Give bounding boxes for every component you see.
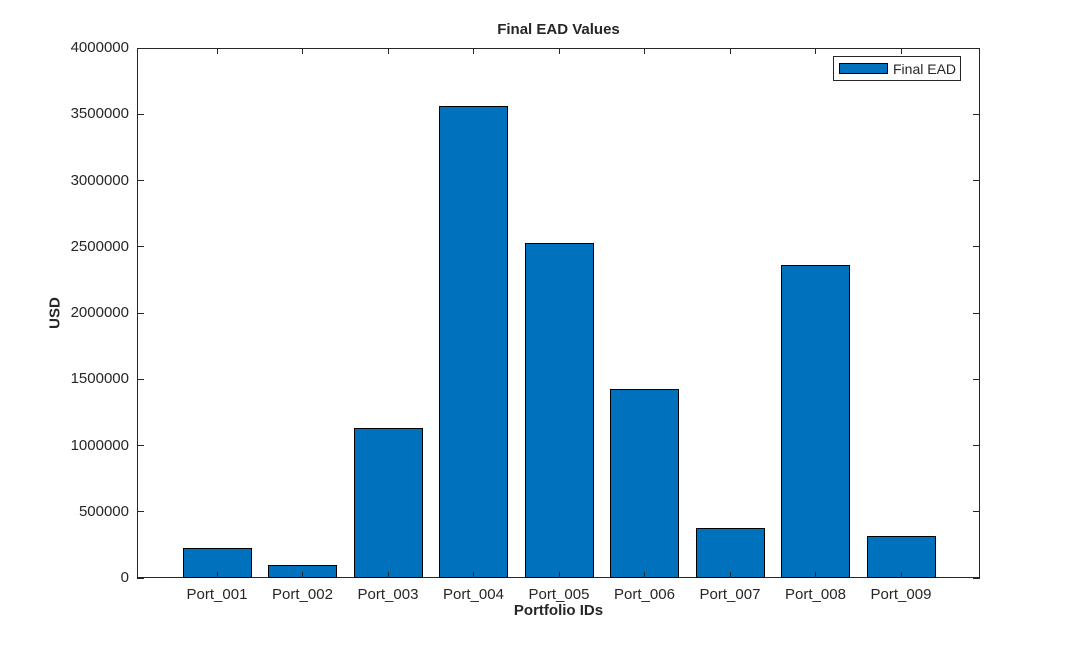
bar-port_005 xyxy=(524,243,594,578)
y-tick-label: 3000000 xyxy=(70,171,129,189)
y-tick-label: 0 xyxy=(120,569,129,586)
y-tick-right xyxy=(973,180,980,181)
y-tick-label: 1500000 xyxy=(70,370,129,388)
bar-port_007 xyxy=(695,528,765,578)
y-tick-left xyxy=(137,312,144,314)
legend: Final EAD xyxy=(833,56,961,81)
y-tick-label: 500000 xyxy=(78,502,129,520)
x-tick-top xyxy=(644,48,645,54)
y-tick-left xyxy=(137,113,144,115)
x-tick-bottom xyxy=(302,572,303,578)
x-tick-label: Port_004 xyxy=(443,586,504,603)
bar-port_006 xyxy=(610,389,679,578)
x-tick-top xyxy=(900,48,902,54)
x-tick-label: Port_006 xyxy=(614,586,675,603)
x-tick-label: Port_008 xyxy=(785,586,846,603)
x-tick-top xyxy=(815,48,816,54)
y-tick-label: 4000000 xyxy=(70,39,129,56)
x-tick-bottom xyxy=(473,572,474,578)
bar-port_004 xyxy=(439,106,508,578)
x-tick-label: Port_002 xyxy=(272,586,333,603)
y-tick-label: 3500000 xyxy=(70,105,129,123)
x-tick-top xyxy=(387,48,389,54)
y-tick-right xyxy=(973,577,980,579)
bar-port_008 xyxy=(781,265,850,578)
x-tick-bottom xyxy=(900,572,902,578)
x-tick-bottom xyxy=(815,572,816,578)
x-tick-top xyxy=(729,48,731,54)
bar-port_003 xyxy=(353,428,423,578)
x-tick-bottom xyxy=(729,572,731,578)
y-tick-right xyxy=(973,47,980,49)
legend-entry-final-ead: Final EAD xyxy=(893,60,957,77)
y-tick-left xyxy=(137,180,144,181)
y-tick-left xyxy=(137,378,144,380)
x-tick-top xyxy=(216,48,218,54)
y-tick-right xyxy=(973,378,980,380)
x-tick-top xyxy=(558,48,560,54)
x-tick-label: Port_003 xyxy=(357,586,419,603)
x-tick-bottom xyxy=(216,572,218,578)
y-tick-label: 2000000 xyxy=(70,304,129,321)
y-tick-right xyxy=(973,445,980,446)
x-tick-label: Port_007 xyxy=(699,586,761,603)
y-tick-right xyxy=(973,312,980,314)
legend-swatch-final-ead xyxy=(839,63,888,74)
x-axis-label: Portfolio IDs xyxy=(513,602,604,619)
y-tick-left xyxy=(137,511,144,513)
y-tick-label: 1000000 xyxy=(70,436,129,454)
y-tick-right xyxy=(973,246,980,248)
bar-port_009 xyxy=(866,536,936,578)
x-tick-bottom xyxy=(558,572,560,578)
x-tick-bottom xyxy=(387,572,389,578)
y-tick-left xyxy=(137,445,144,446)
y-tick-left xyxy=(137,577,144,579)
y-tick-right xyxy=(973,113,980,115)
y-tick-right xyxy=(973,511,980,513)
y-tick-label: 2500000 xyxy=(70,237,129,255)
chart-title: Final EAD Values xyxy=(497,21,620,38)
x-tick-top xyxy=(473,48,474,54)
x-tick-label: Port_005 xyxy=(528,586,590,603)
y-tick-left xyxy=(137,246,144,248)
x-tick-label: Port_001 xyxy=(186,586,248,603)
plot-area xyxy=(137,47,980,579)
x-tick-top xyxy=(302,48,303,54)
x-tick-bottom xyxy=(644,572,645,578)
x-tick-label: Port_009 xyxy=(870,586,932,603)
y-tick-left xyxy=(137,47,144,49)
